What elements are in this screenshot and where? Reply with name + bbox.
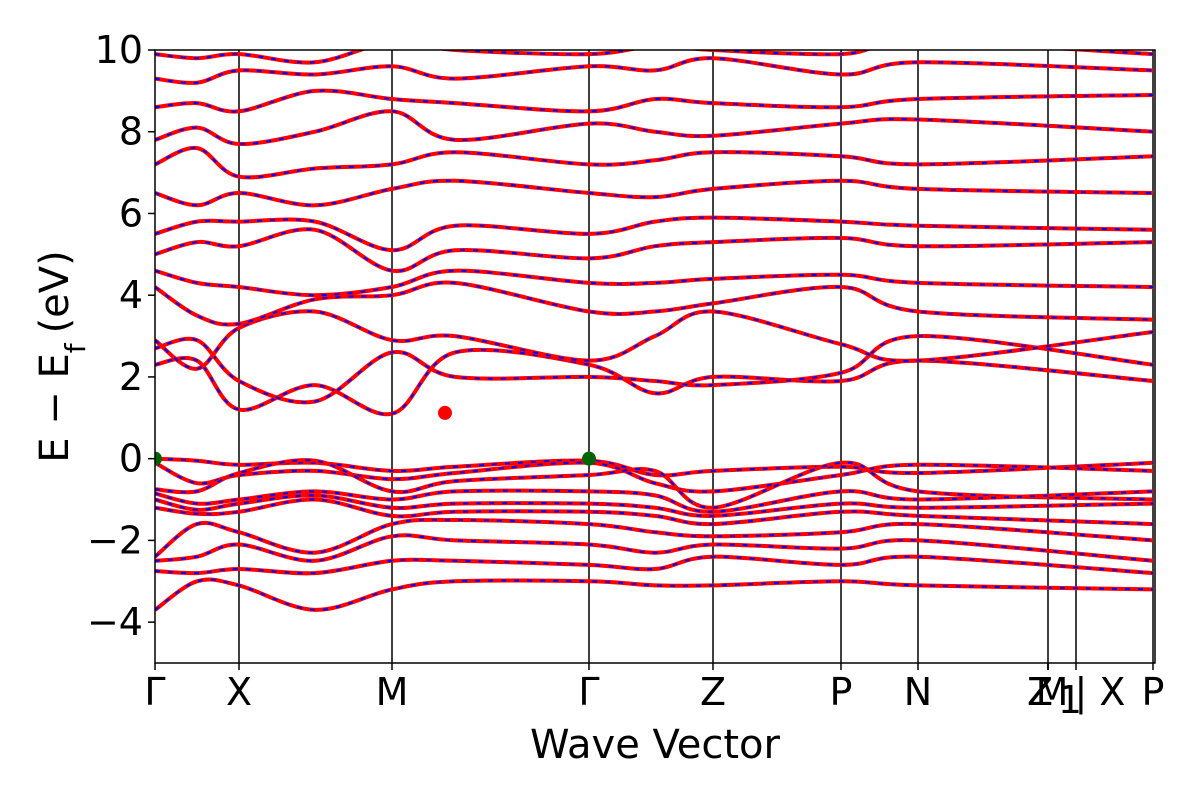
conduction-band-8-spin-up: [155, 146, 1154, 180]
x-tick-label-11: P: [1142, 670, 1165, 714]
vbm-marker-0: [155, 451, 162, 466]
valence-band-7-spin-down: [155, 534, 1154, 562]
kpoint-divider-lines: [238, 50, 1154, 663]
valence-band-2-spin-down: [155, 459, 1154, 509]
y-tick-label-7: 10: [95, 28, 143, 72]
valence-band-7-spin-up: [155, 533, 1154, 563]
y-tick-label-2: 0: [119, 437, 143, 481]
x-tick-label-5: P: [830, 670, 853, 714]
conduction-band-7-spin-down: [155, 179, 1154, 207]
conduction-band-10-spin-down: [155, 89, 1154, 113]
conduction-band-8-spin-down: [155, 147, 1154, 179]
valence-band-5-spin-up: [155, 497, 1154, 527]
conduction-band-9-spin-down: [155, 110, 1154, 146]
valence-band-1-spin-down: [155, 461, 1154, 493]
plot-area: [155, 50, 1154, 663]
x-tick-label-2: M: [376, 670, 409, 714]
x-tick-label-0: Γ: [144, 670, 165, 714]
x-tick-label-6: N: [904, 670, 932, 714]
conduction-band-2-spin-up: [155, 309, 1154, 371]
conduction-band-2-spin-down: [155, 310, 1154, 370]
valence-band-4-spin-down: [155, 494, 1154, 517]
y-tick-label-5: 6: [119, 191, 143, 235]
y-tick-label-0: −4: [87, 600, 143, 644]
conduction-band-9-spin-up: [155, 109, 1154, 147]
y-axis-label-subscript: f: [59, 342, 92, 353]
conduction-band-6-spin-down: [155, 216, 1154, 252]
y-tick-label-1: −2: [87, 518, 143, 562]
y-axis-label-main: E − E: [32, 353, 78, 463]
conduction-band-11-spin-down: [155, 57, 1154, 84]
band-lines: [155, 50, 1154, 612]
valence-band-3-spin-down: [155, 489, 1154, 513]
x-tick-label-3: Γ: [578, 670, 599, 714]
band-edge-markers: [155, 405, 596, 466]
cbm-marker-2: [438, 405, 452, 420]
y-tick-label-3: 2: [119, 355, 143, 399]
conduction-band-3-spin-up: [155, 280, 1154, 327]
y-tick-label-6: 8: [119, 110, 143, 154]
valence-band-5-spin-down: [155, 498, 1154, 526]
x-tick-label-4: Z: [700, 670, 726, 714]
x-axis-label: Wave Vector: [530, 722, 781, 768]
conduction-band-1-spin-down: [155, 335, 1154, 404]
conduction-band-4-spin-up: [155, 268, 1154, 298]
x-tick-label-8: M: [1036, 670, 1069, 714]
conduction-band-4-spin-down: [155, 269, 1154, 297]
plot-frame: [154, 49, 1156, 664]
conduction-band-3-spin-down: [155, 281, 1154, 326]
conduction-band-0-spin-down: [155, 348, 1154, 416]
conduction-band-7-spin-up: [155, 178, 1154, 208]
y-axis-ticks: −4 −2 0 2 4 6 8 10: [87, 28, 155, 644]
conduction-band-5-spin-down: [155, 228, 1154, 272]
conduction-band-10-spin-up: [155, 88, 1154, 114]
y-axis-label-unit: (eV): [32, 250, 78, 333]
x-tick-label-7: Z: [1027, 670, 1053, 714]
y-axis-label: E − Ef (eV): [32, 250, 92, 463]
conduction-band-5-spin-up: [155, 227, 1154, 273]
valence-band-8-spin-up: [155, 554, 1154, 576]
conduction-band-12-spin-down: [155, 50, 1154, 64]
y-tick-label-4: 4: [119, 273, 143, 317]
valence-band-6-spin-down: [155, 518, 1154, 558]
x-tick-label-10: | X: [1075, 670, 1126, 715]
x-tick-label-1: X: [226, 670, 252, 714]
conduction-band-12-spin-up: [155, 50, 1154, 65]
valence-band-9-spin-up: [155, 577, 1154, 612]
vbm-marker-1: [582, 451, 596, 466]
x-tick-label-9: 1: [1058, 678, 1082, 722]
valence-band-9-spin-down: [155, 578, 1154, 611]
